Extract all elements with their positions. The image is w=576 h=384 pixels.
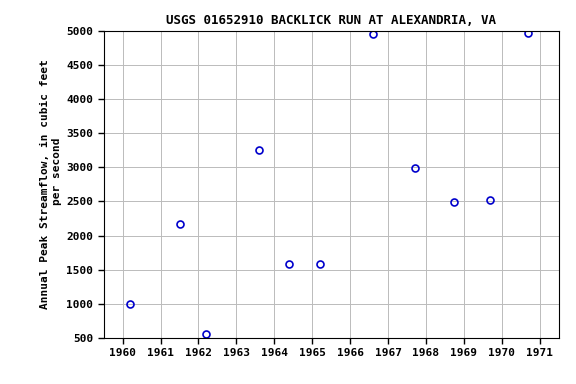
Y-axis label: Annual Peak Streamflow, in cubic feet
    per second: Annual Peak Streamflow, in cubic feet pe…: [40, 60, 62, 309]
Title: USGS 01652910 BACKLICK RUN AT ALEXANDRIA, VA: USGS 01652910 BACKLICK RUN AT ALEXANDRIA…: [166, 14, 496, 27]
